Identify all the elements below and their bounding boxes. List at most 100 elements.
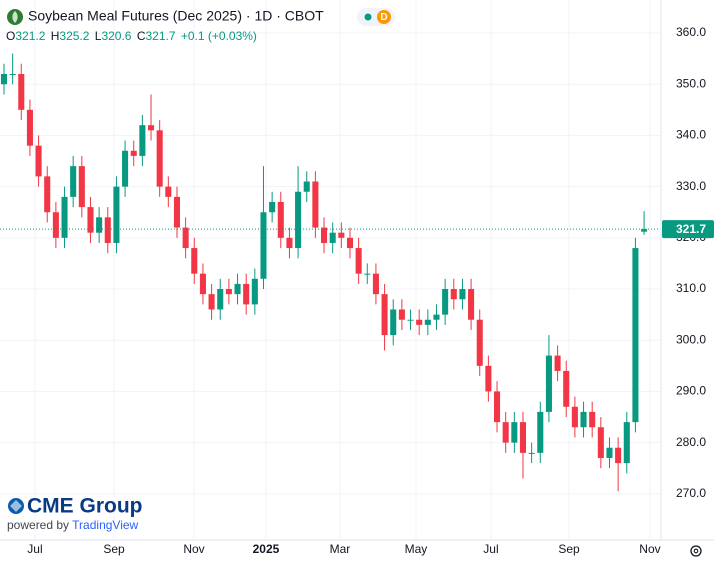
candle-body xyxy=(390,309,397,336)
candle-body xyxy=(0,73,8,85)
symbol-icon-leaf xyxy=(12,11,18,23)
x-tick-label: Nov xyxy=(183,542,204,556)
ohlc-letter: H xyxy=(51,29,60,43)
y-tick-label: 270.0 xyxy=(676,486,706,500)
change: +0.1 (+0.03%) xyxy=(181,29,257,43)
candle-body xyxy=(70,166,77,197)
candle-body xyxy=(372,273,379,295)
candle-body xyxy=(312,181,319,228)
candle-body xyxy=(407,319,414,321)
candle-body xyxy=(44,176,51,213)
last-price-box xyxy=(662,220,714,239)
x-tick-label: Sep xyxy=(558,542,580,556)
candle-body xyxy=(381,294,388,336)
candle-body xyxy=(139,125,146,156)
candle-body xyxy=(191,248,198,274)
ohlc-value: 321.7 xyxy=(146,29,176,43)
candle-body xyxy=(217,289,224,310)
candle-body xyxy=(208,294,215,310)
candle-body xyxy=(511,422,518,443)
candle-body xyxy=(321,227,328,243)
x-tick-label: Sep xyxy=(103,542,125,556)
candle-body xyxy=(295,191,302,249)
ohlc-letter: O xyxy=(6,29,15,43)
candle-body xyxy=(96,217,103,233)
settings-button[interactable] xyxy=(690,545,702,557)
candle-body xyxy=(303,181,310,192)
y-tick-label: 290.0 xyxy=(676,384,706,398)
candle-body xyxy=(113,186,120,243)
candle-body xyxy=(243,283,250,305)
x-tick-label: Jul xyxy=(483,542,498,556)
candle-body xyxy=(528,452,535,454)
candle-body xyxy=(148,125,155,131)
candle-body xyxy=(61,196,68,238)
settings-button-inner xyxy=(693,548,699,554)
candle-body xyxy=(476,319,483,366)
candle-body xyxy=(260,212,267,279)
delay-badge-text: D xyxy=(380,12,387,23)
candle-body xyxy=(251,278,258,305)
candle-body xyxy=(597,427,604,458)
last-price-label: 321.7 xyxy=(676,222,706,236)
candle-body xyxy=(450,289,457,300)
candle-body xyxy=(18,73,25,110)
delay-badge xyxy=(377,10,391,24)
candle-body xyxy=(286,237,293,249)
candle-body xyxy=(424,319,431,325)
candle-body xyxy=(537,411,544,453)
candle-body xyxy=(606,447,613,458)
candle-body xyxy=(199,273,206,295)
candle-body xyxy=(398,309,405,320)
candle-body xyxy=(156,130,163,187)
candle-body xyxy=(632,248,639,423)
candle-body xyxy=(182,227,189,249)
x-tick-label: May xyxy=(405,542,428,556)
candle-body xyxy=(580,411,587,428)
powered-by: powered by TradingView xyxy=(7,518,139,532)
candle-body xyxy=(364,273,371,275)
market-status-dot xyxy=(364,13,372,21)
candle-body xyxy=(494,391,501,423)
ohlc-value: 320.6 xyxy=(101,29,131,43)
candle-body xyxy=(26,109,33,146)
candle-body xyxy=(615,447,622,464)
candle-body xyxy=(234,283,241,295)
candle-body xyxy=(468,289,475,320)
platform-name: TradingView xyxy=(72,518,138,532)
candle-body xyxy=(52,212,59,238)
candle-body xyxy=(433,314,440,320)
candle-body xyxy=(545,355,552,412)
y-tick-label: 360.0 xyxy=(676,25,706,39)
candle-body xyxy=(571,406,578,428)
y-tick-label: 280.0 xyxy=(676,435,706,449)
candle-body xyxy=(122,150,129,187)
candle-body xyxy=(563,370,570,407)
x-tick-label: Jul xyxy=(27,542,42,556)
candle-body xyxy=(130,150,137,156)
candle-body xyxy=(502,422,509,443)
chart-title: Soybean Meal Futures (Dec 2025) · 1D · C… xyxy=(28,8,324,24)
candle-body xyxy=(165,186,172,197)
y-tick-label: 350.0 xyxy=(676,76,706,90)
y-tick-label: 330.0 xyxy=(676,179,706,193)
cme-logo-text: CME Group xyxy=(27,495,143,518)
x-tick-label: 2025 xyxy=(253,542,280,556)
candle-body xyxy=(338,232,345,238)
candle-body xyxy=(346,237,354,249)
x-tick-label: Nov xyxy=(639,542,660,556)
candle-body xyxy=(485,365,492,392)
candle-body xyxy=(35,145,42,177)
candle-body xyxy=(9,73,16,75)
candle-body xyxy=(416,319,423,325)
y-tick-label: 300.0 xyxy=(676,332,706,346)
candle-body xyxy=(104,217,111,243)
ohlc-value: 325.2 xyxy=(59,29,89,43)
candle-body xyxy=(623,422,630,464)
candle-body xyxy=(641,229,648,232)
candle-body xyxy=(459,289,466,300)
candle-body xyxy=(173,196,181,228)
candle-body xyxy=(442,289,449,315)
